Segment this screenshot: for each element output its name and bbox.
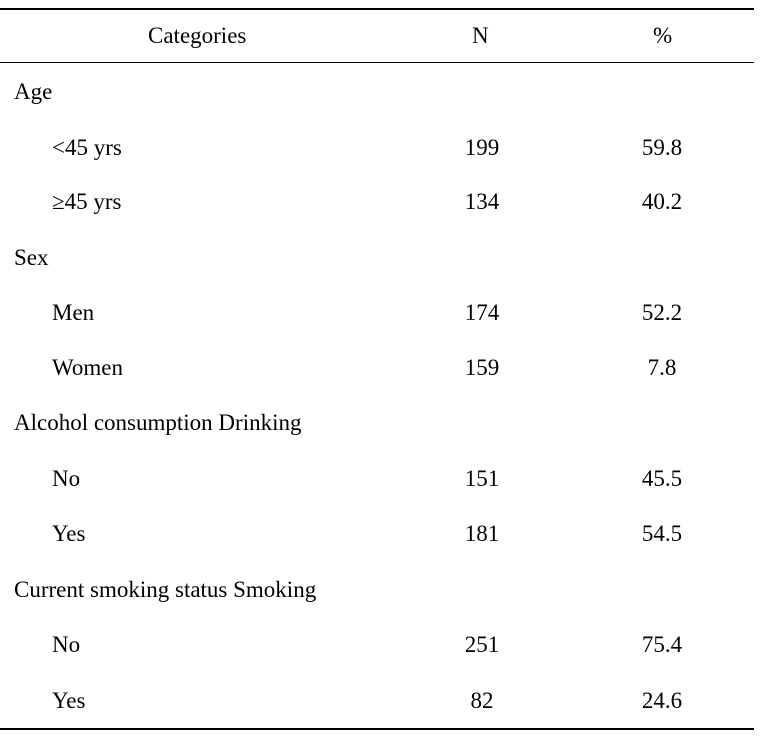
table-row: ≥45 yrs 134 40.2 — [0, 188, 754, 216]
table-row: Men 174 52.2 — [0, 299, 754, 327]
row-n-value: 159 — [464, 355, 500, 380]
row-percent-value: 52.2 — [641, 300, 683, 325]
table-row-group-age: Age — [0, 78, 754, 106]
column-header-n: N — [472, 23, 489, 48]
row-n-value: 134 — [464, 189, 500, 214]
row-label: No — [52, 632, 81, 657]
row-label: Sex — [14, 245, 49, 270]
row-n-value: 181 — [464, 521, 500, 546]
row-percent-value: 40.2 — [641, 189, 683, 214]
table-row-group-alcohol: Alcohol consumption Drinking — [0, 409, 754, 437]
row-n-value: 251 — [464, 632, 500, 657]
row-label: <45 yrs — [52, 135, 122, 160]
table-row: No 151 45.5 — [0, 465, 754, 493]
row-n-value: 151 — [464, 466, 500, 491]
row-label: Men — [52, 300, 95, 325]
row-label: Yes — [52, 521, 86, 546]
row-label: Alcohol consumption Drinking — [14, 410, 302, 435]
row-percent-value: 24.6 — [641, 688, 683, 713]
table-row: <45 yrs 199 59.8 — [0, 134, 754, 162]
table-header-rule — [0, 62, 754, 63]
row-label: Yes — [52, 688, 86, 713]
row-n-value: 174 — [464, 300, 500, 325]
row-label: Age — [14, 79, 53, 104]
row-n-value: 199 — [464, 135, 500, 160]
row-percent-value: 7.8 — [647, 355, 677, 380]
row-percent-value: 75.4 — [641, 632, 683, 657]
column-header-categories: Categories — [148, 23, 247, 48]
table-row: Women 159 7.8 — [0, 354, 754, 382]
column-header-percent: % — [653, 23, 673, 48]
row-label: Women — [52, 355, 123, 380]
row-percent-value: 59.8 — [641, 135, 683, 160]
row-label: ≥45 yrs — [52, 189, 122, 214]
table-row: Yes 82 24.6 — [0, 687, 754, 715]
row-label: No — [52, 466, 81, 491]
table-row: No 251 75.4 — [0, 631, 754, 659]
table-row: Yes 181 54.5 — [0, 520, 754, 548]
row-percent-value: 54.5 — [641, 521, 683, 546]
row-percent-value: 45.5 — [641, 466, 683, 491]
table-row-group-sex: Sex — [0, 244, 754, 272]
table-top-rule — [0, 8, 754, 10]
row-label: Current smoking status Smoking — [14, 577, 317, 602]
table-row-group-smoking: Current smoking status Smoking — [0, 576, 754, 604]
row-n-value: 82 — [470, 688, 494, 713]
table-bottom-rule — [0, 728, 754, 730]
